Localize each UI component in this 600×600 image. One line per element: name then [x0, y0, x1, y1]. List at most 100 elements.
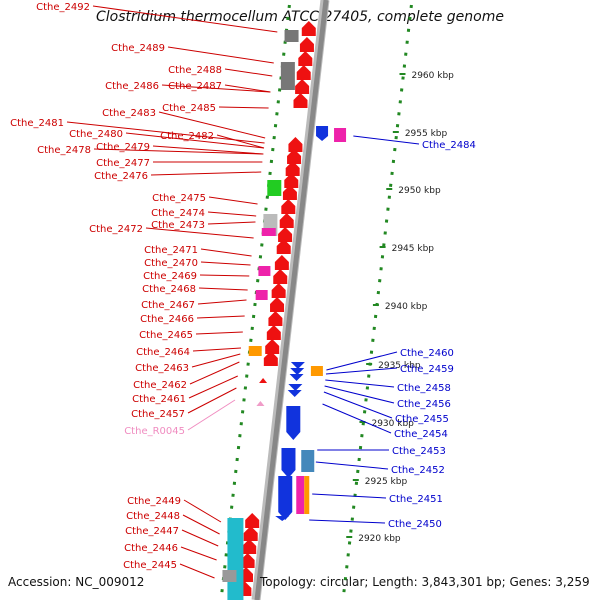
- steel-feature-box: [301, 450, 315, 472]
- topology-text: Topology: circular; Length: 3,843,301 bp…: [260, 575, 590, 589]
- orange-feature-box: [310, 366, 323, 376]
- left-gene-label: Cthe_2464: [136, 347, 190, 358]
- left-leader-line: [180, 546, 217, 561]
- left-leader-line: [167, 46, 274, 64]
- forward-gene-arrow: [296, 65, 311, 80]
- forward-gene-arrow: [285, 161, 300, 176]
- scale-label: 2920 kbp: [358, 534, 401, 544]
- genome-backbone: [254, 0, 329, 600]
- rna-gene-marker: [256, 401, 265, 406]
- grey-feature-box: [284, 30, 299, 42]
- right-gene-label: Cthe_2455: [395, 414, 449, 425]
- forward-gene-arrow: [274, 255, 289, 270]
- forward-gene-arrow: [279, 213, 294, 228]
- reverse-gene-arrow: [290, 368, 305, 375]
- right-leader-line: [315, 461, 389, 470]
- left-gene-label: Cthe_2470: [144, 258, 198, 269]
- left-gene-label: Cthe_2479: [96, 142, 150, 153]
- left-gene-label: Cthe_2483: [102, 108, 156, 119]
- left-gene-label: Cthe_2466: [140, 314, 194, 325]
- right-gene-label: Cthe_2454: [394, 429, 448, 440]
- left-leader-line: [150, 171, 262, 176]
- left-leader-line: [199, 274, 250, 277]
- reverse-gene-arrow: [288, 384, 303, 391]
- forward-gene-arrow: [281, 199, 296, 214]
- left-gene-label: Cthe_2476: [94, 171, 148, 182]
- forward-gene-arrow: [276, 239, 291, 254]
- left-leader-line: [200, 261, 251, 266]
- orange-feature-box: [304, 476, 310, 514]
- left-gene-label: Cthe_2449: [127, 496, 181, 507]
- accession-text: Accession: NC_009012: [8, 575, 145, 589]
- left-gene-label: Cthe_2467: [141, 300, 195, 311]
- left-leader-line: [179, 563, 215, 579]
- left-leader-line: [161, 84, 271, 93]
- left-gene-label: Cthe_2478: [37, 145, 91, 156]
- reverse-gene-block: [286, 406, 301, 440]
- left-gene-label: Cthe_2473: [151, 220, 205, 231]
- forward-gene-arrow: [265, 339, 280, 354]
- right-leader-line: [324, 385, 395, 404]
- left-gene-label: Cthe_2481: [10, 118, 64, 129]
- right-leader-line: [325, 379, 395, 388]
- left-leader-line: [187, 399, 236, 431]
- left-gene-label: Cthe_2461: [132, 394, 186, 405]
- left-gene-label: Cthe_2492: [36, 2, 90, 13]
- left-leader-line: [224, 84, 271, 93]
- reverse-gene-arrow: [275, 516, 290, 521]
- right-gene-label: Cthe_2456: [397, 399, 451, 410]
- scale-label: 2955 kbp: [405, 129, 448, 139]
- left-gene-label: Cthe_2446: [124, 543, 178, 554]
- left-leader-line: [216, 134, 265, 149]
- left-gene-label: Cthe_2487: [168, 81, 222, 92]
- left-gene-label: Cthe_2469: [143, 271, 197, 282]
- grey-feature-box: [280, 62, 295, 90]
- right-gene-label: Cthe_2452: [391, 465, 445, 476]
- forward-gene-arrow: [243, 526, 258, 541]
- left-gene-label: Cthe_R0045: [124, 426, 185, 437]
- reverse-gene-block: [278, 476, 293, 520]
- left-gene-label: Cthe_2475: [152, 193, 206, 204]
- left-gene-label: Cthe_2471: [144, 245, 198, 256]
- right-gene-label: Cthe_2451: [389, 494, 443, 505]
- magenta-feature-box: [258, 266, 271, 276]
- forward-gene-arrow: [293, 93, 308, 108]
- left-leader-line: [158, 111, 266, 139]
- magenta-feature-box: [296, 476, 305, 514]
- forward-gene-small: [259, 378, 268, 383]
- left-gene-label: Cthe_2474: [151, 208, 205, 219]
- left-leader-line: [187, 387, 237, 414]
- left-leader-line: [152, 145, 264, 155]
- left-leader-line: [224, 68, 273, 77]
- left-leader-line: [181, 529, 219, 547]
- right-leader-line: [325, 367, 398, 375]
- left-gene-label: Cthe_2477: [96, 158, 150, 169]
- left-gene-label: Cthe_2447: [125, 526, 179, 537]
- forward-gene-arrow: [299, 37, 314, 52]
- grey-feature-box: [222, 570, 237, 582]
- right-gene-label: Cthe_2459: [400, 364, 454, 375]
- left-leader-line: [198, 287, 248, 291]
- left-leader-line: [93, 148, 264, 155]
- forward-gene-arrow: [287, 149, 302, 164]
- scale-label: 2935 kbp: [378, 361, 421, 371]
- right-gene-label: Cthe_2450: [388, 519, 442, 530]
- left-gene-label: Cthe_2462: [133, 380, 187, 391]
- left-gene-label: Cthe_2472: [89, 224, 143, 235]
- right-leader-line: [322, 403, 392, 434]
- forward-gene-arrow: [242, 539, 257, 554]
- left-leader-line: [183, 499, 222, 523]
- left-leader-line: [218, 106, 269, 109]
- left-leader-line: [208, 196, 258, 205]
- forward-gene-arrow: [301, 21, 316, 36]
- left-gene-label: Cthe_2457: [131, 409, 185, 420]
- reverse-gene-arrow: [289, 374, 304, 381]
- forward-gene-arrow: [284, 173, 299, 188]
- magenta-feature-box: [255, 290, 268, 300]
- right-leader-line: [326, 351, 398, 371]
- left-gene-label: Cthe_2489: [111, 43, 165, 54]
- left-leader-line: [92, 5, 278, 33]
- right-leader-line: [312, 493, 387, 499]
